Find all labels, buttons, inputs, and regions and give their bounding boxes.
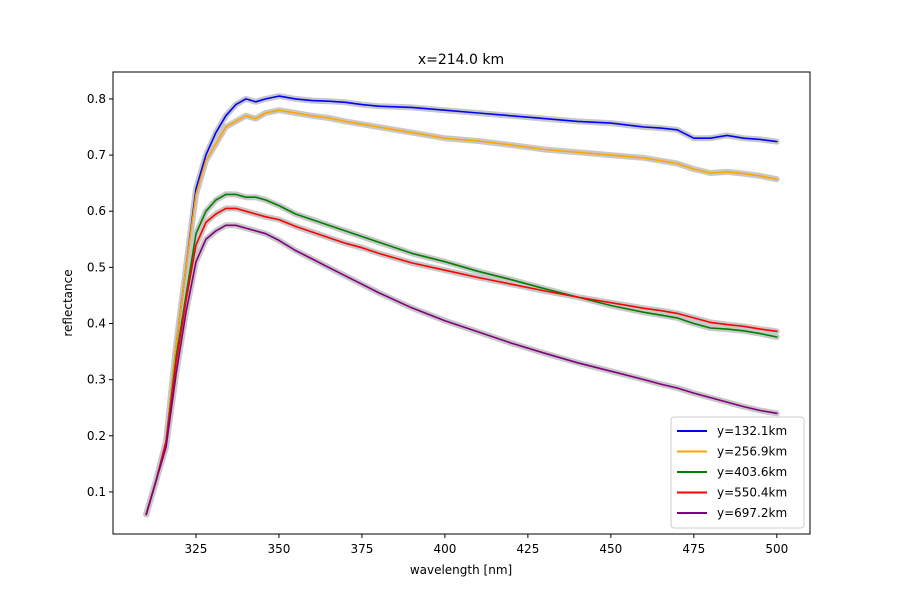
legend-label: y=132.1km <box>717 424 787 438</box>
y-axis-ticks: 0.1 0.2 0.3 0.4 0.5 0.6 0.7 0.8 <box>87 92 113 499</box>
x-tick-label: 350 <box>267 542 290 556</box>
x-tick-label: 450 <box>599 542 622 556</box>
y-tick-label: 0.8 <box>87 92 106 106</box>
x-axis-title: wavelength [nm] <box>410 563 512 577</box>
x-tick-label: 500 <box>765 542 788 556</box>
chart-title: x=214.0 km <box>418 52 504 68</box>
x-axis-ticks: 325 350 375 400 425 450 475 500 <box>185 534 788 556</box>
legend-label: y=256.9km <box>717 445 787 459</box>
x-tick-label: 325 <box>185 542 208 556</box>
legend-label: y=550.4km <box>717 486 787 500</box>
series-line <box>145 95 778 516</box>
legend-label: y=697.2km <box>717 506 787 520</box>
series-line <box>145 193 778 516</box>
y-tick-label: 0.5 <box>87 260 106 274</box>
legend-label: y=403.6km <box>717 465 787 479</box>
legend-box <box>670 416 805 529</box>
series-line <box>145 207 778 516</box>
series-line <box>145 109 778 516</box>
y-tick-label: 0.2 <box>87 429 106 443</box>
series-lines <box>145 95 778 516</box>
y-tick-label: 0.6 <box>87 204 106 218</box>
y-tick-label: 0.1 <box>87 485 106 499</box>
x-tick-label: 425 <box>516 542 539 556</box>
y-tick-label: 0.4 <box>87 316 106 330</box>
legend: y=132.1km y=256.9km y=403.6km y=550.4km y=69… <box>670 416 805 529</box>
x-tick-label: 400 <box>433 542 456 556</box>
x-tick-label: 475 <box>682 542 705 556</box>
x-tick-label: 375 <box>350 542 373 556</box>
y-tick-label: 0.3 <box>87 373 106 387</box>
y-axis-title: reflectance <box>61 269 75 336</box>
plot-frame <box>112 71 811 535</box>
series-line <box>145 224 778 516</box>
y-tick-label: 0.7 <box>87 148 106 162</box>
